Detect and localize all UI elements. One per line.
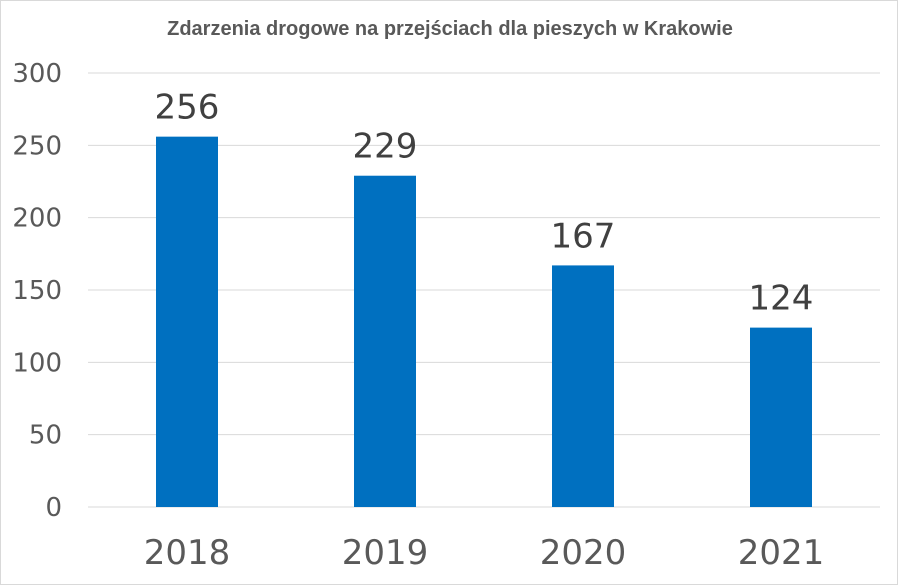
bar-2021 xyxy=(750,327,812,507)
x-tick-label: 2021 xyxy=(738,533,825,573)
data-label: 229 xyxy=(353,127,418,167)
x-tick-label: 2019 xyxy=(342,533,429,573)
bar-2018 xyxy=(156,136,218,508)
x-axis-ticks: 2018 2019 2020 2021 xyxy=(144,533,825,573)
data-labels: 256 229 167 124 xyxy=(155,88,814,319)
data-label: 124 xyxy=(749,279,814,319)
y-tick-label: 0 xyxy=(45,493,62,523)
x-tick-label: 2018 xyxy=(144,533,231,573)
y-tick-label: 100 xyxy=(12,348,62,378)
y-tick-label: 250 xyxy=(12,131,62,161)
y-tick-label: 200 xyxy=(12,204,62,234)
gridlines xyxy=(88,72,880,508)
bar-2019 xyxy=(354,175,416,508)
bar-2020 xyxy=(552,265,614,507)
bars xyxy=(156,136,812,508)
y-axis-ticks: 0 50 100 150 200 250 300 xyxy=(12,59,62,523)
x-tick-label: 2020 xyxy=(540,533,627,573)
y-tick-label: 50 xyxy=(29,421,62,451)
data-label: 256 xyxy=(155,88,220,128)
y-tick-label: 300 xyxy=(12,59,62,89)
y-tick-label: 150 xyxy=(12,276,62,306)
chart-title: Zdarzenia drogowe na przejściach dla pie… xyxy=(167,18,733,40)
data-label: 167 xyxy=(551,216,616,256)
